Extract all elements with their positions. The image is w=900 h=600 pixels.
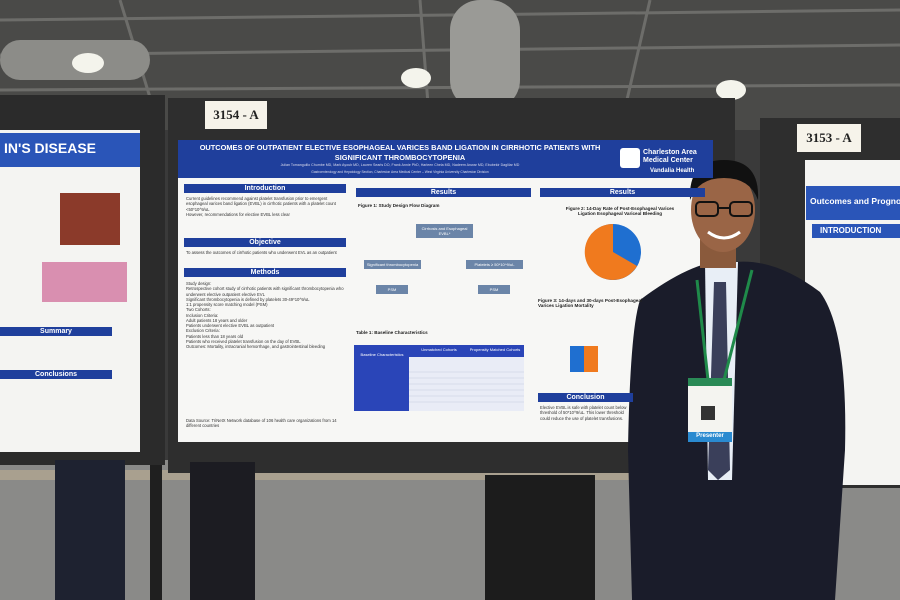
flow-box: Cirrhosis and Esophageal EVBL* [416,224,473,238]
conclusion-text: Elective EVBL is safe with platelet coun… [540,405,627,421]
section-heading: Summary [0,327,112,336]
data-source: Data Source: TriNetX Network database of… [186,418,337,429]
method-line: Study design: [186,281,212,286]
board-number: 3154 - A [205,101,267,129]
badge-ribbon [688,432,732,442]
section-heading: Conclusions [0,370,112,379]
right-banner [806,186,900,220]
poster-title: OUTCOMES OF OUTPATIENT ELECTIVE ESOPHAGE… [199,143,601,162]
lamp [716,80,746,100]
section-heading: Results [540,188,705,197]
duct [450,0,520,110]
glasses [695,201,753,217]
bullet: Current guidelines recommend against pla… [186,196,336,212]
bullet: However, recommendations for elective EV… [186,211,290,217]
poster-affiliation: Gastroenterology and Hepatology Section,… [311,170,489,174]
lanyard [695,269,754,381]
left-banner [0,133,140,167]
section-heading: INTRODUCTION [812,224,900,238]
endoscopy-image [60,193,120,245]
visitor-legs [485,475,595,600]
intro-text: Current guidelines recommend against pla… [186,196,344,217]
histology-image [42,262,127,302]
suit [628,261,846,600]
visitor-legs [55,460,125,600]
table-col [354,345,409,411]
presenter [628,160,846,600]
lamp [401,68,431,88]
method-line: Patients who received platelet transfusi… [186,338,301,344]
qr-code [701,406,715,420]
flow-box: Significant thrombocytopenia [364,260,421,269]
method-line: Outcomes: Mortality, intracranial hemorr… [186,344,326,349]
method-line: Two Cohorts: [186,307,211,313]
section-heading: Methods [184,268,346,277]
method-line: Adult patients 18 years and older [186,317,248,323]
method-line: Inclusion Criteria: [186,312,219,318]
method-line: Significant thrombocytopenia is defined … [186,296,310,302]
lamp [72,53,104,73]
method-line: Patients underwent elective EVBL as outp… [186,323,275,328]
methods-text: Study design: Retrospective cohort study … [186,281,344,349]
poster-authors: Julian Tomanguillo Chumbe MD, Mark Ayoub… [280,163,520,167]
flow-box: PSM [376,285,408,294]
right-title: Outcomes and Prognosis [810,196,900,206]
floor-edge [0,470,900,480]
section-heading: Results [356,188,531,197]
smile [707,230,741,240]
method-line: Exclusion Criteria: [186,328,220,334]
badge-label: Presenter [696,433,724,439]
section-heading: Introduction [184,184,346,193]
method-line: Retrospective cohort study of cirrhotic … [186,286,344,297]
flow-box: PSM [478,285,510,294]
table-head [409,345,524,357]
method-line: 1:1 propensity score matching model (PSM… [186,302,268,307]
table-caption: Table 1: Baseline Characteristics [356,330,428,335]
stand-leg [150,465,162,600]
section-heading: Objective [184,238,346,247]
section-heading: Conclusion [538,393,633,402]
figure-caption: Figure 3: 14-days and 30-days Post-Esoph… [538,298,643,308]
flow-box: Platelets ≥ 50*10^9/uL [466,260,523,269]
table-header: Unmatched Cohorts [421,347,457,352]
board-number: 3153 - A [797,124,861,152]
figure-caption: Figure 2: 14-Day Rate of Post-Esophageal… [565,206,675,216]
pie-chart [584,223,641,280]
table-header: Baseline Characteristics [360,352,404,357]
table-header: Propensity Matched Cohorts [469,347,521,352]
logo [620,148,640,168]
objective-text: To assess the outcomes of cirrhotic pati… [186,250,337,255]
bar-shape [570,346,584,372]
method-line: Patients less than 18 years old [186,333,244,339]
pie-slice [584,223,637,280]
figure-caption: Figure 1: Study Design Flow Diagram [358,203,440,208]
bar-shape [584,346,598,372]
visitor-legs [190,462,255,600]
institution: Charleston Area Medical Center [643,149,697,164]
badge-band [688,378,732,386]
left-title: IN'S DISEASE [4,140,97,156]
network: Vandalia Health [650,168,695,174]
